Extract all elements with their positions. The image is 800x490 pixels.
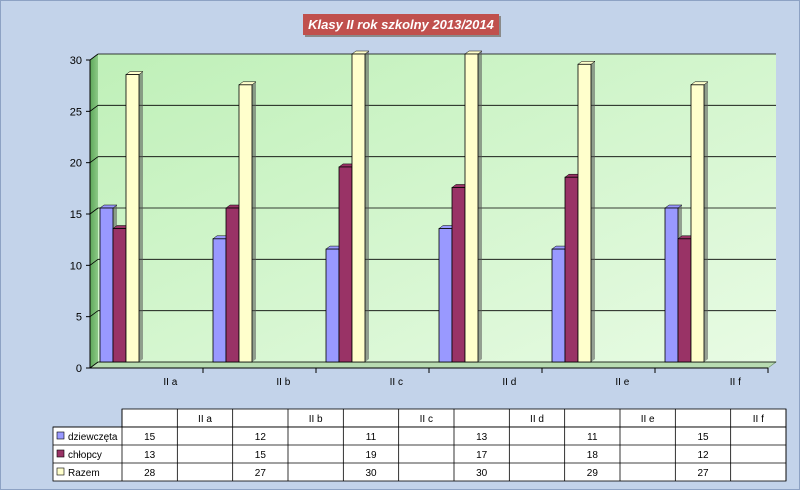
table-value: 30 (476, 468, 488, 479)
table-value: 11 (587, 432, 598, 443)
table-header-label: II f (753, 414, 764, 425)
bar (577, 63, 592, 363)
bar (338, 166, 353, 363)
table-value: 18 (587, 450, 599, 461)
bar (677, 238, 692, 363)
gridline-depth (89, 361, 99, 369)
y-tick-label: 25 (70, 106, 82, 118)
x-tick-label: II e (615, 377, 629, 388)
table-value: 30 (365, 468, 377, 479)
table-value: 15 (255, 450, 267, 461)
y-tick-label: 20 (70, 158, 82, 170)
table-value: 17 (476, 450, 488, 461)
legend-swatch (56, 449, 65, 458)
bar-side (478, 51, 482, 362)
legend-label: Razem (68, 468, 100, 479)
bar (238, 84, 253, 363)
data-table: II a II b II c II d II e II f dziewczęta 15 12 11… (52, 408, 787, 482)
gridline-depth (89, 259, 99, 266)
table-value: 13 (144, 450, 156, 461)
table-value: 19 (365, 450, 377, 461)
y-tick-label: 5 (76, 312, 82, 324)
bar (451, 187, 466, 363)
table-value: 27 (255, 468, 267, 479)
table-header-label: II b (309, 414, 323, 425)
bar (551, 248, 566, 363)
legend-label: chłopcy (68, 450, 102, 461)
x-tick-label: II b (276, 377, 290, 388)
legend-swatch (56, 431, 65, 440)
x-tick-label: II c (390, 377, 403, 388)
gridline-depth (89, 105, 99, 112)
y-tick-label: 0 (76, 363, 82, 375)
x-tick-label: II d (502, 377, 516, 388)
bar (212, 238, 227, 363)
table-header-label: II e (641, 414, 655, 425)
bar (99, 207, 114, 363)
table-value: 15 (144, 432, 156, 443)
bar (464, 53, 479, 363)
gridline-depth (89, 53, 99, 61)
bar-side (591, 61, 595, 363)
bar (690, 84, 705, 363)
x-tick-label: II f (730, 377, 741, 388)
table-value: 27 (697, 468, 709, 479)
legend-label: dziewczęta (68, 432, 118, 443)
table-header-label: II d (530, 414, 544, 425)
bar (664, 207, 679, 363)
legend-swatch (56, 467, 65, 476)
x-tick-label: II a (163, 377, 177, 388)
chart-title: Klasy II rok szkolny 2013/2014 (303, 14, 499, 35)
table-value: 15 (697, 432, 709, 443)
table-header-label: II a (198, 414, 212, 425)
plot-area: 0 5 10 15 20 25 30 II a II b II c II d II e II f (70, 50, 777, 388)
bar (564, 176, 579, 363)
plot-floor (89, 361, 777, 369)
table-value: 13 (476, 432, 488, 443)
bar (225, 207, 240, 363)
table-value: 28 (144, 468, 156, 479)
table-value: 12 (255, 432, 267, 443)
bar (351, 53, 366, 363)
table-value: 29 (587, 468, 599, 479)
table-body (52, 426, 787, 482)
table-value: 11 (366, 432, 377, 443)
bar-side (365, 51, 369, 362)
bar (125, 74, 140, 363)
y-tick-label: 10 (70, 260, 82, 272)
y-tick-label: 15 (70, 209, 82, 221)
bar-side (252, 81, 256, 363)
bar (438, 228, 453, 363)
y-tick-label: 30 (70, 55, 82, 67)
bar (112, 228, 127, 363)
bar (325, 248, 340, 363)
gridline-depth (89, 310, 99, 317)
gridline-depth (89, 207, 99, 215)
table-header-label: II c (420, 414, 433, 425)
bar-side (704, 81, 708, 363)
table-value: 12 (697, 450, 709, 461)
gridline-depth (89, 156, 99, 163)
bar-side (139, 71, 143, 363)
